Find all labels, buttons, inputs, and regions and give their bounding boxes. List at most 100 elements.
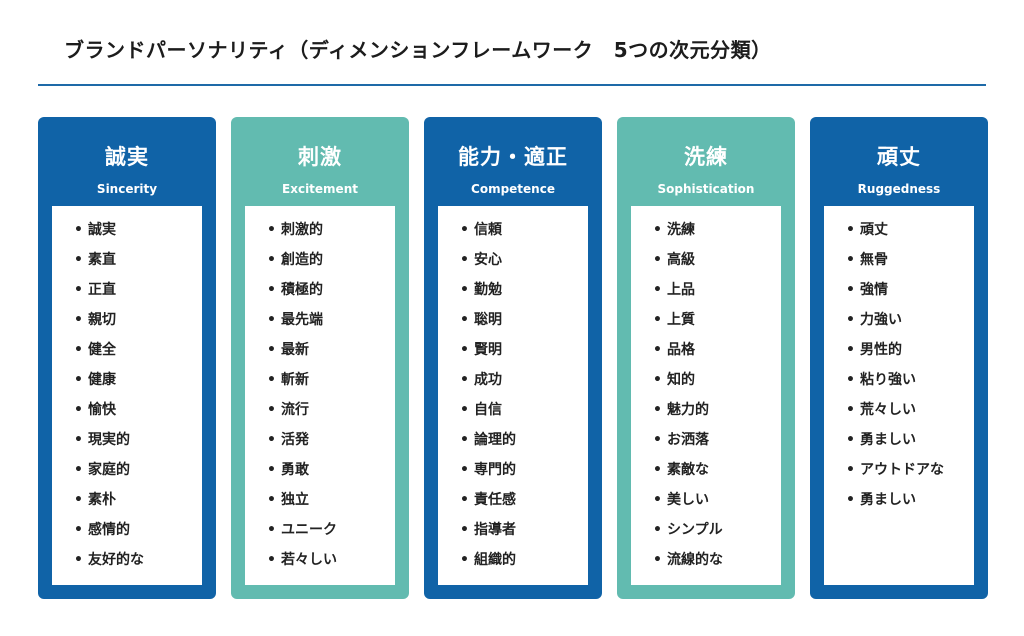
trait-label: 自信 <box>474 402 502 418</box>
trait-label: 創造的 <box>281 252 323 268</box>
list-item: • 素敵な <box>653 459 781 489</box>
trait-label: 洗練 <box>667 222 695 238</box>
trait-label: 責任感 <box>474 492 516 508</box>
bullet-icon: • <box>846 402 855 418</box>
bullet-icon: • <box>846 492 855 508</box>
bullet-icon: • <box>267 372 276 388</box>
bullet-icon: • <box>653 372 662 388</box>
list-item: • 安心 <box>460 249 588 279</box>
bullet-icon: • <box>653 312 662 328</box>
trait-label: 家庭的 <box>88 462 130 478</box>
column-list-box: • 頑丈 • 無骨 • 強情 • 力強い • 男性的 • 粘り強い • 荒々しい • 勇ましい • アウトドアな •… <box>824 206 974 585</box>
bullet-icon: • <box>74 312 83 328</box>
column-subtitle: Excitement <box>282 182 358 196</box>
trait-label: シンプル <box>667 522 723 538</box>
title-divider <box>38 84 986 86</box>
bullet-icon: • <box>653 252 662 268</box>
bullet-icon: • <box>267 312 276 328</box>
trait-label: 指導者 <box>474 522 516 538</box>
bullet-icon: • <box>267 432 276 448</box>
column-title: 刺激 <box>298 145 342 169</box>
trait-label: 専門的 <box>474 462 516 478</box>
bullet-icon: • <box>460 222 469 238</box>
trait-list: • 信頼 • 安心 • 勤勉 • 聡明 • 賢明 • 成功 • 自信 • 論理的 • 専門的 • 責任感 • 指導者 • 組織… <box>438 206 588 579</box>
trait-label: 品格 <box>667 342 695 358</box>
trait-list: • 誠実 • 素直 • 正直 • 親切 • 健全 • 健康 • 愉快 • 現実的 • 家庭的 • 素朴 • 感情的 • 友好的… <box>52 206 202 579</box>
list-item: • 活発 <box>267 429 395 459</box>
column-competence: 能力・適正 Competence • 信頼 • 安心 • 勤勉 • 聡明 • 賢明 • 成功 • 自信 • 論… <box>424 117 602 599</box>
column-list-box: • 洗練 • 高級 • 上品 • 上質 • 品格 • 知的 • 魅力的 • お洒落 • 素敵な • 美しい • シンプル •… <box>631 206 781 585</box>
trait-label: 独立 <box>281 492 309 508</box>
bullet-icon: • <box>74 222 83 238</box>
list-item: • 粘り強い <box>846 369 974 399</box>
bullet-icon: • <box>653 432 662 448</box>
list-item: • 力強い <box>846 309 974 339</box>
trait-label: アウトドアな <box>860 462 944 478</box>
bullet-icon: • <box>460 522 469 538</box>
column-ruggedness: 頑丈 Ruggedness • 頑丈 • 無骨 • 強情 • 力強い • 男性的 • 粘り強い • 荒々し… <box>810 117 988 599</box>
trait-label: 流行 <box>281 402 309 418</box>
trait-label: 健康 <box>88 372 116 388</box>
bullet-icon: • <box>653 552 662 568</box>
trait-label: お洒落 <box>667 432 709 448</box>
list-item: • 流線的な <box>653 549 781 579</box>
list-item: • 聡明 <box>460 309 588 339</box>
trait-label: 聡明 <box>474 312 502 328</box>
bullet-icon: • <box>267 222 276 238</box>
bullet-icon: • <box>267 552 276 568</box>
trait-label: 上品 <box>667 282 695 298</box>
trait-label: 素敵な <box>667 462 709 478</box>
column-list-box: • 刺激的 • 創造的 • 積極的 • 最先端 • 最新 • 斬新 • 流行 • 活発 • 勇敢 • 独立 • ユニーク •… <box>245 206 395 585</box>
trait-label: 荒々しい <box>860 402 916 418</box>
bullet-icon: • <box>267 282 276 298</box>
trait-label: 親切 <box>88 312 116 328</box>
bullet-icon: • <box>74 522 83 538</box>
trait-label: 賢明 <box>474 342 502 358</box>
trait-label: 男性的 <box>860 342 902 358</box>
list-item: • お洒落 <box>653 429 781 459</box>
trait-label: 強情 <box>860 282 888 298</box>
list-item: • シンプル <box>653 519 781 549</box>
column-subtitle: Ruggedness <box>857 182 941 196</box>
list-item: • 勤勉 <box>460 279 588 309</box>
bullet-icon: • <box>846 252 855 268</box>
bullet-icon: • <box>460 372 469 388</box>
list-item: • 愉快 <box>74 399 202 429</box>
list-item: • 強情 <box>846 279 974 309</box>
list-item: • 誠実 <box>74 219 202 249</box>
trait-label: 最新 <box>281 342 309 358</box>
list-item: • 信頼 <box>460 219 588 249</box>
trait-label: 粘り強い <box>860 372 916 388</box>
list-item: • 友好的な <box>74 549 202 579</box>
trait-label: 若々しい <box>281 552 337 568</box>
bullet-icon: • <box>653 462 662 478</box>
list-item: • 親切 <box>74 309 202 339</box>
list-item: • 頑丈 <box>846 219 974 249</box>
list-item: • 家庭的 <box>74 459 202 489</box>
trait-label: 勇ましい <box>860 492 916 508</box>
trait-label: 素直 <box>88 252 116 268</box>
list-item: • 勇ましい <box>846 429 974 459</box>
trait-label: 最先端 <box>281 312 323 328</box>
bullet-icon: • <box>74 492 83 508</box>
column-subtitle: Sincerity <box>96 182 158 196</box>
list-item: • ユニーク <box>267 519 395 549</box>
trait-list: • 洗練 • 高級 • 上品 • 上質 • 品格 • 知的 • 魅力的 • お洒落 • 素敵な • 美しい • シンプル •… <box>631 206 781 579</box>
list-item: • 魅力的 <box>653 399 781 429</box>
trait-label: 勤勉 <box>474 282 502 298</box>
bullet-icon: • <box>267 522 276 538</box>
list-item: • 積極的 <box>267 279 395 309</box>
list-item: • 健全 <box>74 339 202 369</box>
list-item: • 上質 <box>653 309 781 339</box>
column-title: 頑丈 <box>877 145 921 169</box>
list-item: • 斬新 <box>267 369 395 399</box>
list-item: • 上品 <box>653 279 781 309</box>
column-title: 能力・適正 <box>458 145 568 169</box>
bullet-icon: • <box>74 342 83 358</box>
bullet-icon: • <box>74 432 83 448</box>
bullet-icon: • <box>267 492 276 508</box>
list-item: • 勇敢 <box>267 459 395 489</box>
trait-label: 現実的 <box>88 432 130 448</box>
column-title: 誠実 <box>105 145 149 169</box>
bullet-icon: • <box>460 462 469 478</box>
